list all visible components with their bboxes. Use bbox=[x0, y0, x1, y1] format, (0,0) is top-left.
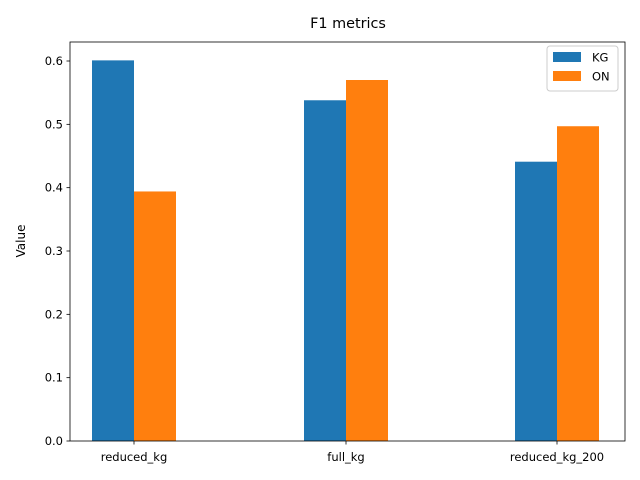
x-tick-label: reduced_kg_200 bbox=[510, 450, 604, 464]
x-tick-label: reduced_kg bbox=[101, 450, 168, 464]
bar-kg-reduced_kg bbox=[92, 60, 134, 441]
x-ticks-group: reduced_kg full_kg reduced_kg_200 bbox=[101, 441, 604, 464]
legend-swatch-kg bbox=[553, 52, 581, 62]
bar-on-reduced_kg_200 bbox=[557, 126, 599, 441]
y-tick-label: 0.6 bbox=[45, 54, 63, 68]
y-tick-label: 0.1 bbox=[45, 371, 63, 385]
bar-kg-reduced_kg_200 bbox=[515, 161, 557, 441]
y-ticks-group: 0.0 0.1 0.2 0.3 0.4 0.5 0.6 bbox=[45, 54, 70, 448]
legend-label-on: ON bbox=[592, 70, 610, 84]
y-tick-label: 0.2 bbox=[45, 307, 63, 321]
x-tick-label: full_kg bbox=[327, 450, 364, 464]
y-tick-label: 0.0 bbox=[45, 434, 63, 448]
chart-title: F1 metrics bbox=[310, 16, 386, 32]
bar-kg-full_kg bbox=[304, 100, 346, 442]
plot-frame bbox=[69, 41, 626, 442]
bar-on-reduced_kg bbox=[134, 191, 176, 441]
y-tick-label: 0.3 bbox=[45, 244, 63, 258]
y-tick-label: 0.5 bbox=[45, 117, 63, 131]
legend-swatch-on bbox=[553, 71, 581, 81]
bar-on-full_kg bbox=[346, 80, 388, 441]
bars-group bbox=[92, 60, 599, 442]
legend-label-kg: KG bbox=[592, 51, 608, 65]
y-axis-label: Value bbox=[14, 225, 28, 258]
y-tick-label: 0.4 bbox=[45, 181, 63, 195]
legend: KG ON bbox=[546, 45, 619, 92]
